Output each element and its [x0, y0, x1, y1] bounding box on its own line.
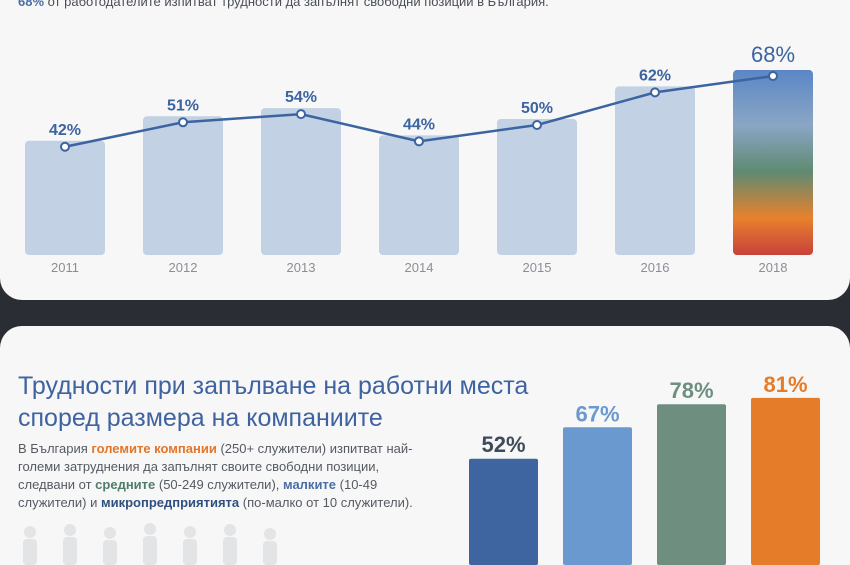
- value-label: 78%: [669, 378, 713, 403]
- desc-part: (10-49 служители) и: [18, 477, 378, 510]
- title-line-1: Трудности при запълване на работни места: [18, 372, 529, 400]
- top-panel: 68% от работодателите изпитват трудности…: [0, 0, 850, 300]
- desc-large: големите компании: [91, 441, 217, 456]
- year-label: 2018: [759, 260, 788, 275]
- desc-micro: микропредприятията: [100, 495, 240, 510]
- bar-2011: [25, 140, 105, 255]
- bar-2014: [379, 135, 459, 255]
- value-label: 62%: [639, 67, 671, 84]
- intro-highlight: 68%: [18, 0, 45, 9]
- value-label: 67%: [575, 401, 619, 426]
- trend-point: [178, 117, 188, 128]
- trend-point: [296, 109, 306, 120]
- bar-2016: [615, 86, 695, 255]
- section-description: В България големите компании (250+ служи…: [18, 440, 418, 512]
- value-label: 54%: [285, 89, 317, 106]
- trend-point: [414, 136, 424, 147]
- title-line-2: според размера на компаниите: [18, 404, 383, 432]
- year-label: 2011: [51, 260, 79, 275]
- year-label: 2016: [641, 260, 670, 275]
- intro-text: 68% от работодателите изпитват трудности…: [18, 0, 549, 9]
- value-label: 81%: [763, 372, 807, 397]
- trend-point: [532, 120, 542, 130]
- bar-големи: [751, 397, 820, 565]
- trend-point: [650, 87, 660, 98]
- value-label: 68%: [751, 42, 795, 67]
- desc-part: (50-249 служители),: [155, 477, 283, 492]
- bar-2015: [497, 119, 577, 255]
- yearly-chart: 2011 2012 2013 2014 2015 2016 2018 42% 51% 54% 44%…: [25, 42, 813, 275]
- year-label: 2013: [287, 260, 316, 275]
- value-label: 42%: [49, 122, 81, 139]
- year-label: 2012: [169, 260, 198, 275]
- section-title: Трудности при запълване на работни места…: [18, 370, 528, 434]
- desc-part: В България: [18, 441, 92, 456]
- bar-средни: [657, 404, 726, 565]
- desc-part: (по-малко от 10 служители).: [239, 495, 413, 510]
- trend-point: [768, 71, 778, 82]
- value-label: 50%: [521, 100, 553, 117]
- intro-body: от работодателите изпитват трудности да …: [44, 0, 549, 9]
- trend-point: [60, 141, 70, 152]
- bar-микропредприятия: [469, 458, 538, 565]
- desc-small: малките: [283, 477, 337, 492]
- bar-2013: [261, 108, 341, 256]
- value-label: 44%: [403, 116, 435, 133]
- bar-малки: [563, 427, 632, 565]
- desc-part: (250+ служители) изпитват най-големи зат…: [18, 441, 413, 492]
- value-label: 51%: [167, 97, 199, 114]
- bar-2012: [143, 116, 223, 255]
- year-label: 2014: [405, 260, 434, 275]
- people-silhouettes-icon: [23, 523, 277, 565]
- value-label: 52%: [481, 432, 525, 457]
- year-label: 2015: [523, 260, 552, 275]
- bar-2018: [733, 70, 813, 255]
- desc-medium: средните: [95, 477, 156, 492]
